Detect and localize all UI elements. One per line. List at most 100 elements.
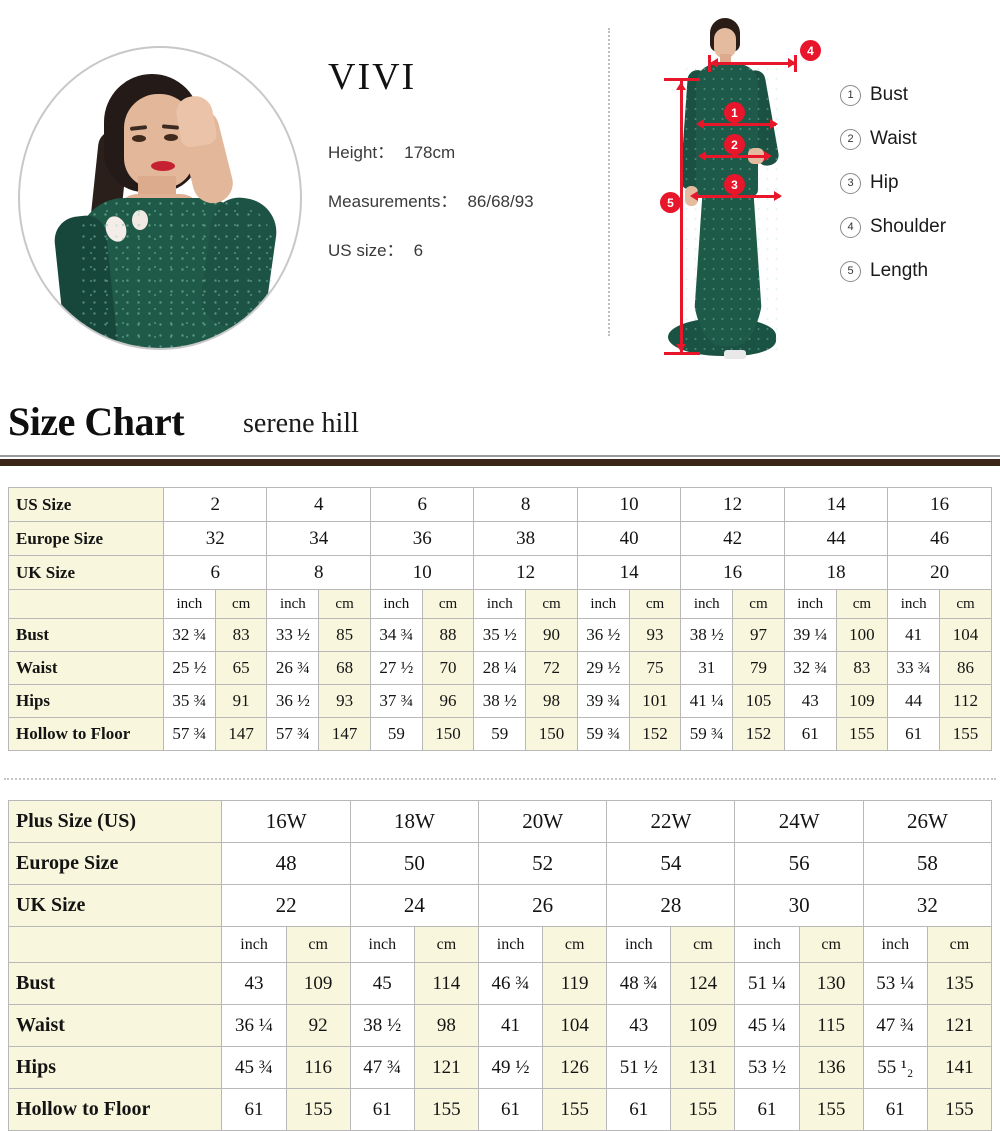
measurement-cell: 155 (926, 1088, 993, 1131)
size-cell: 8 (266, 555, 371, 590)
measurement-cell: 141 (926, 1046, 993, 1089)
size-cell: 10 (576, 487, 682, 522)
model-portrait-image (20, 48, 300, 348)
shoulder-measure-line (710, 62, 796, 65)
row-label: Hollow to Floor (7, 1088, 223, 1131)
table-row: Hips 45 ¾ 116 47 ¾ 121 49 ½ 126 51 ½ 131 53 ½ 136 5… (7, 1046, 993, 1089)
unit-header-cell: inch (862, 926, 928, 963)
size-cell: 28 (606, 884, 736, 927)
measurement-cell: 83 (835, 651, 889, 685)
unit-header-cell: inch (477, 926, 544, 963)
measurement-cell: 88 (421, 618, 475, 652)
page-title: Size Chart (8, 399, 185, 444)
unit-header-cell: inch (680, 589, 734, 619)
measurement-cell: 104 (939, 618, 992, 652)
hip-arrow-left-icon (690, 191, 698, 201)
measurement-cell: 109 (285, 962, 351, 1005)
table-row-units: inch cm inch cm inch cm inch cm inch cm inch cm inch… (7, 589, 992, 619)
measurement-cell: 32 ¾ (163, 618, 216, 652)
measurement-cell: 104 (542, 1004, 608, 1047)
measurement-cell: 155 (835, 717, 889, 751)
size-cell: 50 (349, 842, 479, 885)
us-size-value: 6 (413, 241, 424, 260)
measurement-cell: 155 (413, 1088, 479, 1131)
unit-header-cell: inch (349, 926, 415, 963)
measurement-cell: 135 (926, 962, 993, 1005)
size-cell: 34 (266, 521, 371, 556)
measurement-cell: 57 ¾ (266, 717, 320, 751)
measurement-cell: 59 (369, 717, 423, 751)
measurement-cell: 130 (798, 962, 864, 1005)
unit-header-cell: inch (606, 926, 672, 963)
measurement-cell: 61 (783, 717, 837, 751)
measurement-cell: 105 (732, 684, 785, 718)
unit-header-cell: inch (734, 926, 800, 963)
unit-header-cell: cm (318, 589, 371, 619)
legend-label-waist: Waist (870, 128, 917, 149)
measurement-cell: 79 (732, 651, 785, 685)
measurement-cell: 155 (285, 1088, 351, 1131)
size-cell: 40 (576, 521, 682, 556)
unit-header-cell: inch (576, 589, 630, 619)
measurement-cell: 90 (525, 618, 578, 652)
table-row: Europe Size 32 34 36 38 40 42 44 46 (7, 521, 992, 556)
measurement-cell: 98 (413, 1004, 479, 1047)
measurement-cell: 41 (887, 618, 941, 652)
measurement-cell: 59 ¾ (680, 717, 734, 751)
measurement-cell: 44 (887, 684, 941, 718)
row-label: UK Size (7, 884, 223, 927)
measurement-cell: 121 (413, 1046, 479, 1089)
shoulder-arrow-left-icon (710, 58, 718, 68)
size-cell: 12 (473, 555, 578, 590)
hip-measure-line (694, 195, 780, 198)
unit-header-cell: cm (413, 926, 479, 963)
size-cell: 16W (221, 800, 351, 843)
size-cell: 16 (680, 555, 785, 590)
measurement-cell: 31 (680, 651, 734, 685)
measurement-cell: 45 ¾ (221, 1046, 287, 1089)
table-row: Europe Size 48 50 52 54 56 58 (7, 842, 993, 885)
unit-header-cell: cm (628, 589, 682, 619)
measurement-cell: 93 (318, 684, 371, 718)
bust-measure-line (700, 123, 776, 126)
length-arrow-down-icon (676, 344, 686, 352)
measurement-cell: 96 (421, 684, 475, 718)
size-cell: 22 (221, 884, 351, 927)
legend-item-waist: 2 Waist (840, 128, 990, 150)
unit-header-cell: cm (670, 926, 736, 963)
vertical-dotted-divider (608, 28, 610, 336)
badge-waist: 2 (724, 134, 745, 155)
legend-number-2: 2 (840, 128, 861, 150)
measurement-cell: 51 ½ (606, 1046, 672, 1089)
measurements-value: 86/68/93 (467, 192, 534, 211)
table-row: Waist 25 ½ 65 26 ¾ 68 27 ½ 70 28 ¼ 72 29 ½ 75 31 79 3… (7, 651, 992, 685)
unit-header-cell: cm (542, 926, 608, 963)
measurement-cell: 36 ½ (576, 618, 630, 652)
measurement-cell: 48 ¾ (606, 962, 672, 1005)
size-cell: 14 (783, 487, 889, 522)
table-row: Plus Size (US) 16W 18W 20W 22W 24W 26W (7, 800, 993, 843)
hand (173, 93, 219, 149)
badge-length: 5 (660, 192, 681, 213)
size-cell: 26W (862, 800, 993, 843)
shoulder-bracket-left (708, 55, 711, 72)
measurement-cell: 41 ¼ (680, 684, 734, 718)
legend-item-length: 5 Length (840, 260, 990, 282)
us-size-label: US size： (328, 241, 404, 260)
size-cell: 32 (862, 884, 993, 927)
size-cell: 54 (606, 842, 736, 885)
row-label: Europe Size (7, 842, 223, 885)
plus-table-body: Plus Size (US) 16W 18W 20W 22W 24W 26W Europe S… (7, 800, 993, 1131)
measurement-cell: 49 ½ (477, 1046, 544, 1089)
measurement-cell: 38 ½ (680, 618, 734, 652)
model-measurements-line: Measurements： 86/68/93 (328, 187, 608, 212)
measurement-cell: 72 (525, 651, 578, 685)
measurement-cell: 47 ¾ (862, 1004, 928, 1047)
waist-measure-line (702, 155, 770, 158)
eye-left (132, 135, 146, 142)
unit-header-cell: inch (473, 589, 527, 619)
measurement-cell: 93 (628, 618, 682, 652)
title-divider-thick (0, 459, 1000, 466)
size-chart-heading: Size Chart serene hill (0, 398, 1000, 466)
